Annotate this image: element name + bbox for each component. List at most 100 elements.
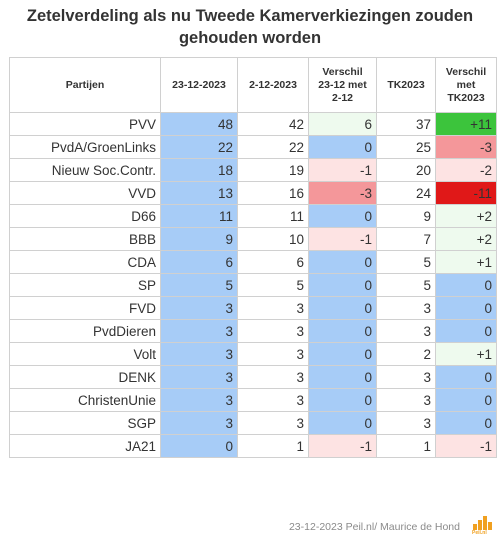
- tk2023-seats-cell: 3: [376, 296, 436, 320]
- diff-cell: -1: [308, 227, 377, 251]
- diff-tk-cell: 0: [435, 296, 497, 320]
- table-row: PvdA/GroenLinks 22 22 0 25 -3: [9, 135, 497, 159]
- diff-cell: 0: [308, 388, 377, 412]
- tk2023-seats-cell: 9: [376, 204, 436, 228]
- current-seats-cell: 48: [160, 112, 238, 136]
- current-seats-cell: 13: [160, 181, 238, 205]
- header-diff-tk: Verschil met TK2023: [435, 57, 497, 113]
- party-name-cell: PvdDieren: [9, 319, 161, 343]
- diff-cell: -1: [308, 434, 377, 458]
- title-line-1: Zetelverdeling als nu Tweede Kamerverkie…: [26, 7, 474, 25]
- table-row: PVV 48 42 6 37 +11: [9, 112, 497, 136]
- tk2023-seats-cell: 5: [376, 250, 436, 274]
- diff-cell: 0: [308, 319, 377, 343]
- diff-cell: 0: [308, 411, 377, 435]
- table-row: D66 11 11 0 9 +2: [9, 204, 497, 228]
- header-party: Partijen: [9, 57, 161, 113]
- tk2023-seats-cell: 24: [376, 181, 436, 205]
- table-row: CDA 6 6 0 5 +1: [9, 250, 497, 274]
- table-row: Volt 3 3 0 2 +1: [9, 342, 497, 366]
- party-name-cell: DENK: [9, 365, 161, 389]
- current-seats-cell: 3: [160, 411, 238, 435]
- party-name-cell: ChristenUnie: [9, 388, 161, 412]
- party-name-cell: VVD: [9, 181, 161, 205]
- diff-tk-cell: 0: [435, 273, 497, 297]
- tk2023-seats-cell: 25: [376, 135, 436, 159]
- party-name-cell: JA21: [9, 434, 161, 458]
- chart-title: Zetelverdeling als nu Tweede Kamerverkie…: [0, 5, 500, 49]
- table-row: SP 5 5 0 5 0: [9, 273, 497, 297]
- previous-seats-cell: 16: [237, 181, 309, 205]
- party-name-cell: PVV: [9, 112, 161, 136]
- previous-seats-cell: 19: [237, 158, 309, 182]
- previous-seats-cell: 11: [237, 204, 309, 228]
- party-name-cell: D66: [9, 204, 161, 228]
- party-name-cell: SP: [9, 273, 161, 297]
- diff-tk-cell: +11: [435, 112, 497, 136]
- current-seats-cell: 5: [160, 273, 238, 297]
- tk2023-seats-cell: 1: [376, 434, 436, 458]
- current-seats-cell: 3: [160, 319, 238, 343]
- diff-tk-cell: +1: [435, 342, 497, 366]
- current-seats-cell: 18: [160, 158, 238, 182]
- diff-cell: 0: [308, 296, 377, 320]
- current-seats-cell: 0: [160, 434, 238, 458]
- title-line-2: gehouden worden: [178, 29, 322, 47]
- previous-seats-cell: 6: [237, 250, 309, 274]
- header-date-2: 2-12-2023: [237, 57, 309, 113]
- diff-tk-cell: -2: [435, 158, 497, 182]
- party-name-cell: BBB: [9, 227, 161, 251]
- diff-tk-cell: -1: [435, 434, 497, 458]
- tk2023-seats-cell: 3: [376, 411, 436, 435]
- tk2023-seats-cell: 20: [376, 158, 436, 182]
- previous-seats-cell: 3: [237, 319, 309, 343]
- party-name-cell: SGP: [9, 411, 161, 435]
- header-date-1: 23-12-2023: [160, 57, 238, 113]
- diff-cell: 0: [308, 204, 377, 228]
- diff-tk-cell: -11: [435, 181, 497, 205]
- header-tk2023: TK2023: [376, 57, 436, 113]
- current-seats-cell: 3: [160, 342, 238, 366]
- current-seats-cell: 6: [160, 250, 238, 274]
- previous-seats-cell: 10: [237, 227, 309, 251]
- current-seats-cell: 3: [160, 365, 238, 389]
- diff-cell: 0: [308, 135, 377, 159]
- previous-seats-cell: 5: [237, 273, 309, 297]
- previous-seats-cell: 22: [237, 135, 309, 159]
- header-row: Partijen 23-12-2023 2-12-2023 Verschil 2…: [9, 57, 497, 113]
- peil-logo: Peil.nl: [472, 514, 494, 536]
- tk2023-seats-cell: 3: [376, 319, 436, 343]
- table-row: JA21 0 1 -1 1 -1: [9, 434, 497, 458]
- diff-cell: -3: [308, 181, 377, 205]
- diff-tk-cell: -3: [435, 135, 497, 159]
- diff-cell: -1: [308, 158, 377, 182]
- tk2023-seats-cell: 37: [376, 112, 436, 136]
- current-seats-cell: 11: [160, 204, 238, 228]
- diff-tk-cell: +2: [435, 204, 497, 228]
- previous-seats-cell: 3: [237, 411, 309, 435]
- party-name-cell: Nieuw Soc.Contr.: [9, 158, 161, 182]
- previous-seats-cell: 3: [237, 342, 309, 366]
- diff-tk-cell: 0: [435, 411, 497, 435]
- diff-cell: 0: [308, 342, 377, 366]
- table-row: VVD 13 16 -3 24 -11: [9, 181, 497, 205]
- tk2023-seats-cell: 5: [376, 273, 436, 297]
- table-row: SGP 3 3 0 3 0: [9, 411, 497, 435]
- party-name-cell: FVD: [9, 296, 161, 320]
- party-name-cell: CDA: [9, 250, 161, 274]
- diff-tk-cell: 0: [435, 365, 497, 389]
- current-seats-cell: 22: [160, 135, 238, 159]
- footer-credit: 23-12-2023 Peil.nl/ Maurice de Hond: [288, 521, 460, 533]
- table-row: DENK 3 3 0 3 0: [9, 365, 497, 389]
- party-name-cell: Volt: [9, 342, 161, 366]
- diff-tk-cell: +1: [435, 250, 497, 274]
- current-seats-cell: 3: [160, 296, 238, 320]
- diff-cell: 0: [308, 273, 377, 297]
- tk2023-seats-cell: 3: [376, 365, 436, 389]
- table-row: BBB 9 10 -1 7 +2: [9, 227, 497, 251]
- table-row: PvdDieren 3 3 0 3 0: [9, 319, 497, 343]
- table-row: ChristenUnie 3 3 0 3 0: [9, 388, 497, 412]
- previous-seats-cell: 3: [237, 296, 309, 320]
- tk2023-seats-cell: 3: [376, 388, 436, 412]
- previous-seats-cell: 3: [237, 388, 309, 412]
